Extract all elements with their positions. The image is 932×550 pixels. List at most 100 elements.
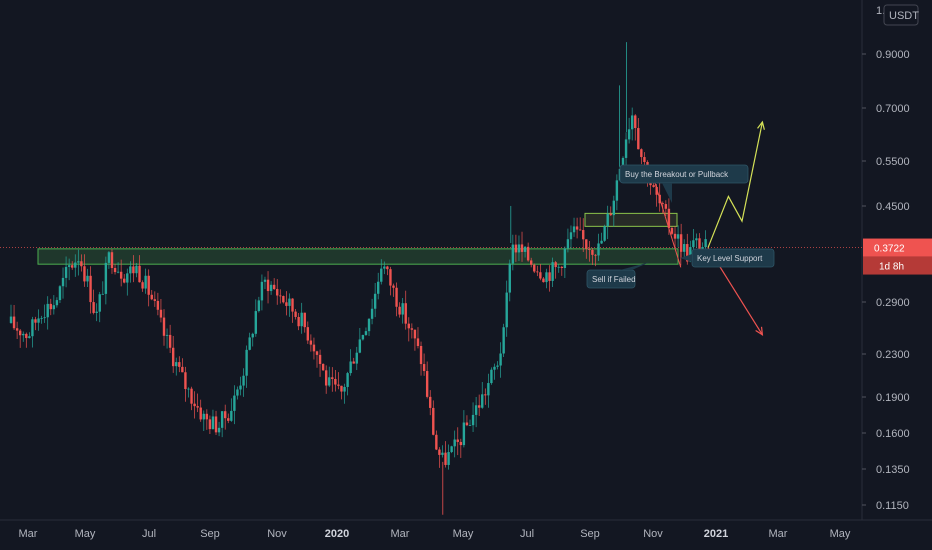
candle-body: [490, 369, 493, 384]
candle-body: [661, 203, 664, 205]
callout-pointer: [620, 262, 650, 270]
annotation-text: Key Level Support: [697, 254, 763, 263]
x-tick-label: May: [453, 528, 474, 540]
candle-body: [211, 416, 215, 430]
candle-body: [404, 303, 407, 324]
candle-body: [352, 361, 355, 364]
candle-body: [670, 227, 674, 234]
candle-body: [398, 306, 401, 315]
candle-body: [165, 334, 169, 336]
candle-body: [640, 149, 643, 158]
countdown-value: 1d 8h: [879, 262, 904, 273]
candle-body: [257, 300, 261, 312]
candle-body: [263, 279, 267, 282]
candle-body: [355, 352, 358, 364]
current-price-badge: [863, 238, 932, 257]
x-tick-label: Jul: [142, 528, 156, 540]
candle-body: [52, 305, 56, 310]
annotation-text: Buy the Breakout or Pullback: [625, 170, 729, 179]
x-tick-label: Sep: [580, 528, 600, 540]
time-axis[interactable]: Mar May Jul Sep Nov 2020 Mar May Jul Sep Nov 2021 Ma…: [19, 528, 851, 540]
candle-body: [453, 439, 456, 447]
x-tick-label: Mar: [769, 528, 788, 540]
candle-body: [208, 419, 212, 430]
callout-pointer: [662, 183, 672, 203]
candle-body: [205, 413, 209, 420]
candle-body: [340, 385, 343, 392]
candle-body: [171, 347, 175, 367]
x-tick-label: Nov: [267, 528, 287, 540]
candle-body: [444, 452, 447, 465]
bearish-projection-arrow-head: [755, 326, 764, 336]
candle-body: [242, 375, 245, 386]
currency-badge: [883, 4, 919, 26]
candle-body: [474, 405, 478, 415]
candle-body: [227, 418, 230, 421]
candle-body: [624, 139, 628, 158]
candle-body: [89, 275, 92, 303]
downtrend-line: [653, 178, 682, 268]
candle-body: [291, 298, 294, 312]
candle-body: [110, 252, 114, 269]
candle-body: [254, 311, 257, 334]
key-level-zone: [37, 248, 679, 265]
candle-body: [383, 266, 386, 269]
candle-body: [331, 377, 334, 379]
candle-body: [594, 254, 597, 256]
candle-body: [582, 230, 585, 240]
candle-body: [627, 129, 631, 140]
candle-body: [441, 452, 444, 455]
x-tick-label: 2020: [325, 528, 349, 540]
candle-body: [306, 327, 310, 341]
candle-body: [606, 213, 609, 227]
candle-body: [80, 261, 83, 267]
candle-body: [578, 229, 582, 231]
candle-body: [450, 446, 453, 453]
candle-body: [309, 340, 313, 345]
candle-body: [588, 248, 591, 250]
candle-body: [526, 246, 530, 261]
candle-body: [132, 266, 135, 274]
candle-body: [64, 266, 68, 278]
candle-body: [279, 295, 282, 297]
candle-body: [572, 226, 576, 233]
x-tick-label: Mar: [19, 528, 38, 540]
candle-body: [129, 266, 132, 274]
candle-body: [630, 115, 634, 130]
candle-body: [615, 180, 619, 201]
candle-body: [597, 243, 600, 256]
candle-body: [28, 336, 31, 339]
x-tick-label: 2021: [704, 528, 728, 540]
candles: [9, 42, 707, 515]
candle-body: [456, 439, 459, 442]
candle-body: [429, 396, 432, 408]
candle-body: [517, 244, 521, 253]
candle-body: [126, 273, 129, 283]
candle-body: [77, 261, 80, 263]
candle-body: [141, 282, 144, 289]
candle-body: [609, 213, 612, 216]
candle-body: [493, 366, 496, 370]
candle-body: [413, 329, 417, 339]
candle-body: [533, 264, 536, 272]
candle-body: [386, 266, 389, 270]
annotation-callout: [586, 269, 636, 289]
candle-body: [612, 200, 616, 216]
price-axis[interactable]: 0.9000 0.7000 0.5500 0.4500 0.2900 0.2300 0.19…: [862, 4, 932, 512]
x-tick-label: Nov: [643, 528, 663, 540]
candle-body: [514, 244, 518, 253]
breakout-box: [584, 212, 678, 227]
candle-body: [407, 323, 410, 329]
candle-body: [272, 284, 276, 290]
candle-body: [364, 331, 368, 335]
candle-body: [438, 449, 441, 455]
countdown-badge: [863, 256, 932, 275]
candle-body: [542, 278, 545, 283]
candle-body: [22, 333, 25, 336]
candle-body: [230, 410, 233, 421]
candle-body: [58, 286, 62, 301]
candle-body: [334, 378, 337, 385]
candle-body: [86, 275, 89, 282]
candle-body: [67, 265, 71, 267]
